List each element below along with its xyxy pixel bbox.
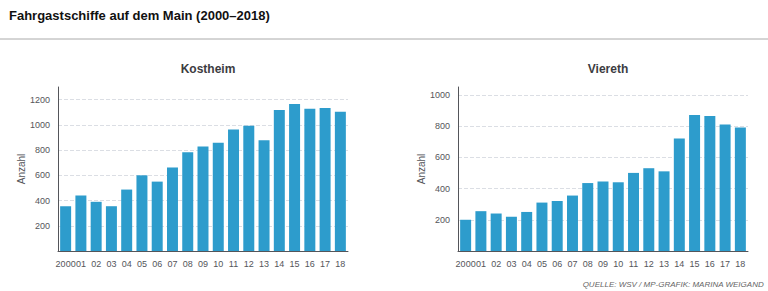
svg-text:QUELLE: WSV / MP-GRAFIK: MARIN: QUELLE: WSV / MP-GRAFIK: MARINA WEIGAND (583, 280, 764, 289)
svg-text:200: 200 (35, 221, 50, 231)
svg-text:04: 04 (522, 259, 532, 269)
svg-text:12: 12 (244, 259, 254, 269)
svg-text:2000: 2000 (456, 259, 476, 269)
svg-text:02: 02 (91, 259, 101, 269)
svg-text:03: 03 (106, 259, 116, 269)
svg-text:Anzahl: Anzahl (416, 154, 427, 185)
svg-text:01: 01 (476, 259, 486, 269)
svg-text:400: 400 (435, 184, 450, 194)
svg-text:Fahrgastschiffe auf dem Main (: Fahrgastschiffe auf dem Main (2000–2018) (9, 8, 270, 23)
svg-text:05: 05 (137, 259, 147, 269)
svg-text:12: 12 (644, 259, 654, 269)
svg-text:08: 08 (183, 259, 193, 269)
svg-text:Anzahl: Anzahl (16, 154, 27, 185)
svg-text:10: 10 (613, 259, 623, 269)
svg-text:800: 800 (35, 145, 50, 155)
svg-text:09: 09 (198, 259, 208, 269)
svg-text:1000: 1000 (30, 120, 50, 130)
svg-text:11: 11 (229, 259, 238, 269)
svg-text:1000: 1000 (430, 90, 450, 100)
svg-text:16: 16 (705, 259, 715, 269)
svg-text:07: 07 (567, 259, 577, 269)
svg-text:08: 08 (583, 259, 593, 269)
svg-text:01: 01 (76, 259, 86, 269)
svg-text:Viereth: Viereth (588, 62, 628, 76)
svg-text:06: 06 (552, 259, 562, 269)
svg-text:18: 18 (735, 259, 745, 269)
svg-text:600: 600 (35, 170, 50, 180)
svg-text:11: 11 (629, 259, 638, 269)
svg-text:17: 17 (320, 259, 330, 269)
svg-text:09: 09 (598, 259, 608, 269)
svg-text:16: 16 (305, 259, 315, 269)
svg-text:14: 14 (274, 259, 284, 269)
svg-text:800: 800 (435, 121, 450, 131)
svg-text:600: 600 (435, 152, 450, 162)
svg-text:400: 400 (35, 196, 50, 206)
svg-text:06: 06 (152, 259, 162, 269)
svg-text:15: 15 (690, 259, 700, 269)
svg-text:13: 13 (659, 259, 669, 269)
svg-text:02: 02 (491, 259, 501, 269)
svg-text:Kostheim: Kostheim (181, 62, 236, 76)
svg-text:1200: 1200 (30, 95, 50, 105)
svg-text:15: 15 (290, 259, 300, 269)
svg-text:200: 200 (435, 215, 450, 225)
svg-text:18: 18 (335, 259, 345, 269)
svg-text:10: 10 (213, 259, 223, 269)
svg-text:05: 05 (537, 259, 547, 269)
svg-text:04: 04 (122, 259, 132, 269)
svg-text:07: 07 (167, 259, 177, 269)
svg-text:14: 14 (674, 259, 684, 269)
svg-text:03: 03 (506, 259, 516, 269)
svg-text:13: 13 (259, 259, 269, 269)
svg-text:2000: 2000 (56, 259, 76, 269)
svg-text:17: 17 (720, 259, 730, 269)
